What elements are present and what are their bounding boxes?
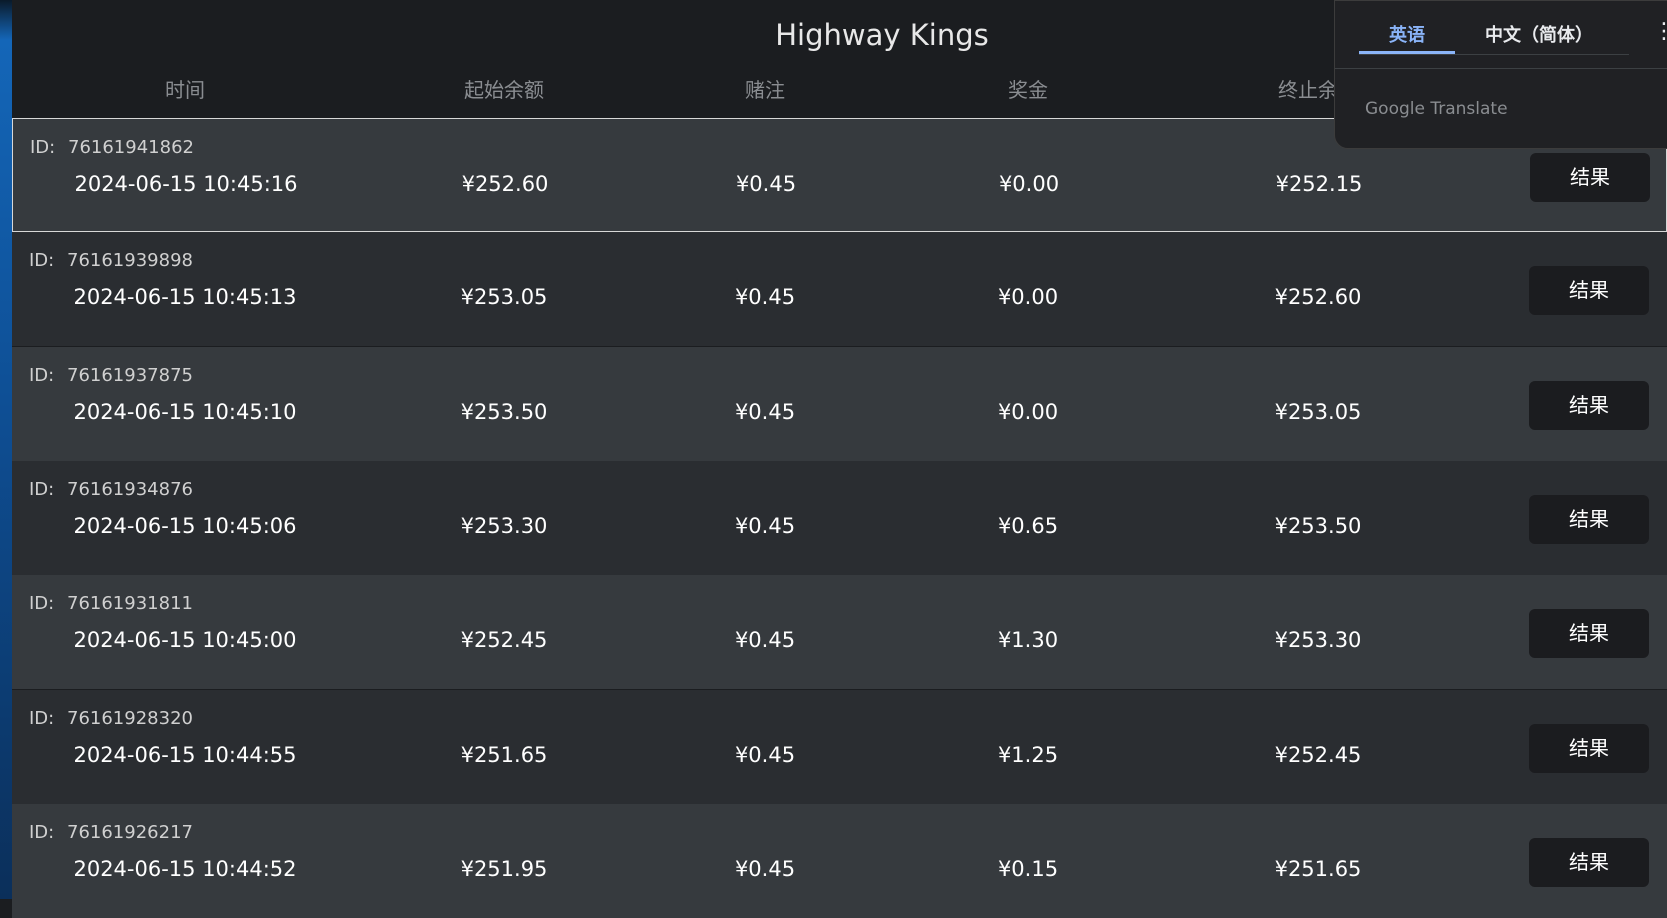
time-cell: 2024-06-15 10:45:13 <box>73 285 297 310</box>
time-cell: 2024-06-15 10:45:00 <box>73 628 297 653</box>
round-id: 76161939898 <box>67 250 193 272</box>
end-cell: ¥253.05 <box>1274 399 1362 424</box>
background-strip <box>0 0 12 899</box>
id-label: ID: <box>29 478 55 500</box>
bet-cell: ¥0.45 <box>735 172 797 196</box>
win-cell: ¥0.00 <box>997 285 1059 310</box>
history-row[interactable]: ID: 76161926217 2024-06-15 10:44:52 ¥251.95… <box>12 803 1667 918</box>
win-cell: ¥1.30 <box>997 628 1059 653</box>
bet-cell: ¥0.45 <box>734 742 796 767</box>
result-button[interactable]: 结果 <box>1529 723 1649 773</box>
column-header: 起始余额 <box>464 78 544 102</box>
popup-divider <box>1335 68 1667 69</box>
id-label: ID: <box>29 250 55 272</box>
column-header: 赌注 <box>745 78 785 102</box>
time-cell: 2024-06-15 10:45:10 <box>73 399 297 424</box>
start-cell: ¥252.60 <box>461 172 549 196</box>
bet-cell: ¥0.45 <box>734 513 796 538</box>
game-title: Highway Kings <box>775 18 989 52</box>
win-cell: ¥0.00 <box>997 399 1059 424</box>
win-cell: ¥0.00 <box>998 172 1060 196</box>
round-id: 76161928320 <box>67 707 193 729</box>
tab-english[interactable]: 英语 <box>1389 25 1425 46</box>
id-label: ID: <box>29 593 55 615</box>
start-cell: ¥253.30 <box>460 513 548 538</box>
end-cell: ¥253.50 <box>1274 513 1362 538</box>
round-id: 76161934876 <box>67 478 193 500</box>
history-row[interactable]: ID: 76161937875 2024-06-15 10:45:10 ¥253.50… <box>12 346 1667 461</box>
translate-popup: 英语 中文（简体） ⋮ Google Translate <box>1334 0 1667 149</box>
time-cell: 2024-06-15 10:44:55 <box>73 742 297 767</box>
start-cell: ¥252.45 <box>460 628 548 653</box>
time-cell: 2024-06-15 10:44:52 <box>73 856 297 881</box>
history-row[interactable]: ID: 76161934876 2024-06-15 10:45:06 ¥253.30… <box>12 460 1667 575</box>
round-id: 76161926217 <box>67 821 193 843</box>
history-row[interactable]: ID: 76161941862 2024-06-15 10:45:16 ¥252.60… <box>12 118 1667 232</box>
id-label: ID: <box>29 707 55 729</box>
round-id: 76161931811 <box>67 593 193 615</box>
time-cell: 2024-06-15 10:45:06 <box>73 513 297 538</box>
menu-button[interactable]: ⋮ <box>1653 19 1667 44</box>
start-cell: ¥251.95 <box>460 856 548 881</box>
win-cell: ¥0.15 <box>997 856 1059 881</box>
result-button[interactable]: 结果 <box>1530 153 1650 202</box>
id-label: ID: <box>29 364 55 386</box>
round-id: 76161937875 <box>67 364 193 386</box>
history-row[interactable]: ID: 76161931811 2024-06-15 10:45:00 ¥252.45… <box>12 575 1667 690</box>
result-button[interactable]: 结果 <box>1529 609 1649 659</box>
bet-cell: ¥0.45 <box>734 856 796 881</box>
result-button[interactable]: 结果 <box>1529 266 1649 316</box>
history-row[interactable]: ID: 76161928320 2024-06-15 10:44:55 ¥251.65… <box>12 689 1667 804</box>
start-cell: ¥251.65 <box>460 742 548 767</box>
end-cell: ¥253.30 <box>1274 628 1362 653</box>
time-cell: 2024-06-15 10:45:16 <box>74 172 298 196</box>
result-button[interactable]: 结果 <box>1529 380 1649 430</box>
bet-cell: ¥0.45 <box>734 628 796 653</box>
start-cell: ¥253.50 <box>460 399 548 424</box>
start-cell: ¥253.05 <box>460 285 548 310</box>
id-label: ID: <box>30 137 56 158</box>
history-row[interactable]: ID: 76161939898 2024-06-15 10:45:13 ¥253.05… <box>12 232 1667 347</box>
column-header: 时间 <box>165 78 205 102</box>
end-cell: ¥252.15 <box>1275 172 1363 196</box>
end-cell: ¥251.65 <box>1274 856 1362 881</box>
bet-cell: ¥0.45 <box>734 285 796 310</box>
result-button[interactable]: 结果 <box>1529 494 1649 544</box>
column-header: 奖金 <box>1008 78 1048 102</box>
tab-chinese[interactable]: 中文（简体） <box>1485 25 1593 46</box>
tab-divider <box>1359 54 1629 55</box>
id-label: ID: <box>29 821 55 843</box>
tab-indicator <box>1359 51 1455 54</box>
bet-cell: ¥0.45 <box>734 399 796 424</box>
end-cell: ¥252.60 <box>1274 285 1362 310</box>
end-cell: ¥252.45 <box>1274 742 1362 767</box>
brand: Google Translate <box>1365 99 1508 119</box>
result-button[interactable]: 结果 <box>1529 837 1649 887</box>
win-cell: ¥0.65 <box>997 513 1059 538</box>
win-cell: ¥1.25 <box>997 742 1059 767</box>
round-id: 76161941862 <box>68 137 194 158</box>
